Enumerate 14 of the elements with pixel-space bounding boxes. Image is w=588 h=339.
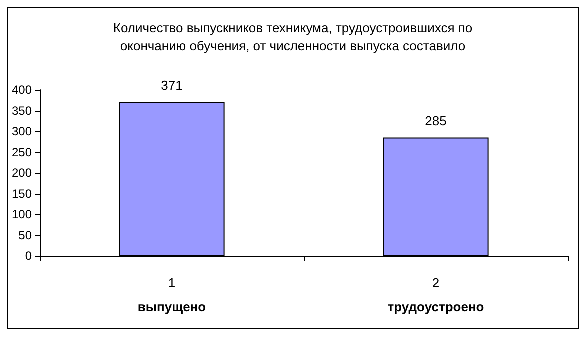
y-tick-label: 200 [12, 166, 32, 180]
y-tick-label: 150 [12, 186, 32, 201]
data-label: 371 [161, 78, 183, 94]
y-tick-label: 0 [25, 249, 32, 263]
y-tick-label: 250 [12, 145, 32, 160]
y-tick-label: 300 [12, 124, 32, 138]
data-label: 285 [425, 114, 447, 129]
y-tick-label: 350 [12, 104, 32, 118]
chart-title: Количество выпускников техникума, трудоустроившихся по окончанию обучения, от численности выпуска составило [113, 20, 473, 54]
y-tick-label: 400 [12, 83, 32, 97]
x-tick-label: 2 трудоустроено [388, 276, 484, 314]
y-tick-label: 50 [18, 228, 32, 242]
y-tick-label: 100 [12, 208, 32, 222]
x-tick-label: 1 выпущено [138, 276, 206, 314]
